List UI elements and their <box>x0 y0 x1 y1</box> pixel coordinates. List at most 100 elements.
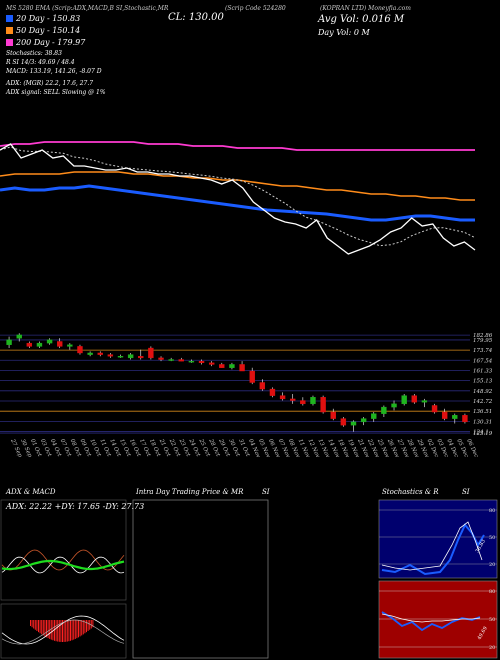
macd-histogram-bar <box>34 620 36 630</box>
company-name: (KOPRAN LTD) Moneyfia.com <box>320 5 411 12</box>
ema-chart <box>0 141 476 255</box>
stoch-tick-label: 80 <box>489 508 495 514</box>
rsi-tick-label: 80 <box>489 589 495 595</box>
macd-histogram-bar <box>36 620 38 631</box>
ema50-swatch <box>6 27 13 34</box>
macd-histogram-bar <box>38 620 39 633</box>
intraday-panel <box>132 499 269 659</box>
macd-histogram-bar <box>58 620 60 642</box>
macd-histogram-bar <box>50 620 52 640</box>
adx-minus-di-line <box>1 549 125 571</box>
candle-body <box>36 342 43 347</box>
price-tick-label: 142.72 <box>473 399 493 405</box>
macd-histogram-bar <box>41 620 43 635</box>
candle-body <box>188 360 195 363</box>
adx-plus-di-line <box>1 559 125 571</box>
macd-histogram-bar <box>54 620 55 641</box>
scrip-code: (Scrip Code 524280 <box>225 5 286 12</box>
candle-body <box>391 403 397 408</box>
price-tick-label: 136.51 <box>473 409 492 415</box>
adx-value: ADX: (MGR) 22.2, 17.6, 27.7 <box>6 80 94 87</box>
rsi-signal-line <box>381 613 481 623</box>
candle-body <box>127 354 134 359</box>
candle-body <box>340 418 347 426</box>
rsi-tick-label: 20 <box>489 645 495 651</box>
macd-histogram-bar <box>66 620 68 642</box>
candle-body <box>381 406 387 414</box>
candle-body <box>219 364 225 368</box>
stochastics-panel <box>378 499 498 579</box>
candle-body <box>259 382 266 390</box>
stoch-d-line <box>381 521 483 571</box>
stoch-tick-label: 50 <box>489 535 495 541</box>
candle-body <box>77 346 83 354</box>
price-tick-label: 173.74 <box>473 348 493 354</box>
candle-body <box>360 418 367 423</box>
macd-histogram-bar <box>79 620 81 637</box>
ema-series-2 <box>0 171 475 201</box>
candle-body <box>229 364 235 368</box>
candle-body <box>57 341 63 347</box>
ema50-legend: 50 Day - 150.14 <box>6 26 80 35</box>
candle-body <box>441 411 448 419</box>
candle-body <box>87 352 93 355</box>
candle-body <box>97 352 103 355</box>
candle-body <box>168 359 174 361</box>
candle-body <box>330 411 336 419</box>
macd-histogram-bar <box>78 620 79 638</box>
candle-body <box>350 421 357 426</box>
intraday-panel-title: Intra Day Trading Price & MR <box>136 488 244 496</box>
macd-panel <box>0 603 127 659</box>
price-tick-label: 155.13 <box>473 379 493 385</box>
candle-body <box>117 356 124 358</box>
rsi-panel <box>378 580 498 659</box>
price-tick-label: 124.1 <box>473 430 489 436</box>
macd-histogram-bar <box>44 620 46 637</box>
macd-histogram-bar <box>55 620 57 642</box>
price-tick-label: 148.92 <box>473 389 493 395</box>
macd-histogram-bar <box>49 620 51 639</box>
price-tick-label: 179.95 <box>473 338 493 344</box>
macd-histogram-bar <box>90 620 92 629</box>
macd-histogram-bar <box>71 620 73 641</box>
candle-body <box>452 415 458 419</box>
candle-body <box>107 354 114 357</box>
macd-signal-line <box>1 619 125 645</box>
price-tick-label: 167.54 <box>473 358 493 364</box>
macd-histogram-bar <box>92 620 94 628</box>
candle-body <box>198 360 205 364</box>
candle-body <box>16 334 22 339</box>
macd-histogram-bar <box>63 620 65 642</box>
macd-histogram-bar <box>65 620 67 642</box>
macd-histogram-bar <box>31 620 33 628</box>
candle-body <box>320 397 326 413</box>
macd-histogram-bar <box>30 620 31 626</box>
candle-body <box>462 415 468 423</box>
macd-histogram-bar <box>76 620 78 639</box>
macd-histogram-bar <box>86 620 87 633</box>
macd-histogram-bar <box>42 620 44 636</box>
stoch-si-label: SI <box>462 488 470 496</box>
macd-histogram-bar <box>46 620 47 638</box>
stoch-panel-title: Stochastics & R <box>382 488 439 496</box>
intraday-si-label: SI <box>262 488 270 496</box>
candle-body <box>239 364 245 372</box>
macd-histogram-bar <box>81 620 83 636</box>
macd-value: MACD: 133.19, 141.26, -8.07 D <box>6 68 102 75</box>
macd-histogram-bar <box>33 620 35 629</box>
day-volume: Day Vol: 0 M <box>318 28 370 37</box>
macd-histogram-bar <box>70 620 71 641</box>
candle-body <box>178 359 184 362</box>
candle-body <box>26 342 33 347</box>
macd-histogram-bar <box>60 620 62 642</box>
adx-values: ADX: 22.22 +DY: 17.65 -DY: 27.73 <box>6 502 145 511</box>
rsi-tick-label: 50 <box>489 617 495 623</box>
ema200-label: 200 Day - 179.97 <box>16 38 86 47</box>
ema20-label: 20 Day - 150.83 <box>16 14 81 23</box>
candle-body <box>371 413 377 419</box>
code-line: MS 5280 EMA (Scrip:ADX,MACD,B SI,Stochas… <box>6 5 169 12</box>
candle-body <box>300 400 306 405</box>
macd-histogram-bar <box>52 620 54 641</box>
price-tick-label: 130.31 <box>473 419 492 425</box>
